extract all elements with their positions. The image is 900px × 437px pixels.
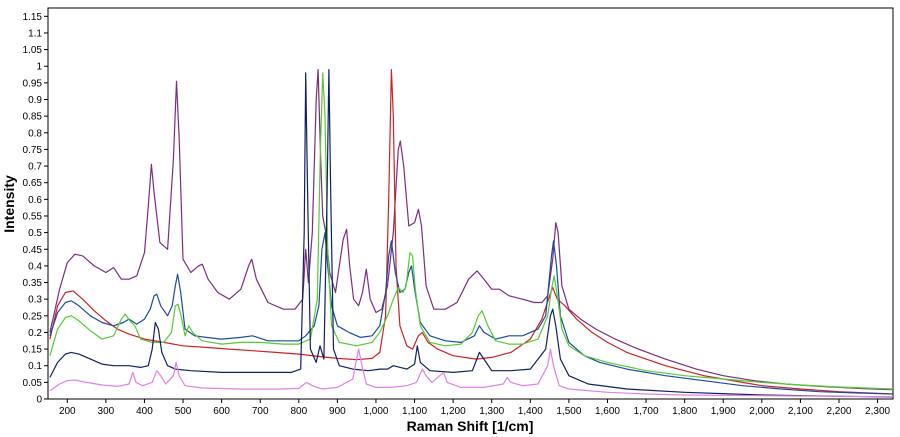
x-tick-label: 600 <box>213 406 230 417</box>
y-tick-label: 1 <box>36 62 42 73</box>
y-tick-label: 0.85 <box>23 112 43 123</box>
x-tick-label: 1,900 <box>711 406 736 417</box>
x-tick-label: 1,600 <box>595 406 620 417</box>
y-tick-label: 0.55 <box>23 211 43 222</box>
x-tick-label: 1,800 <box>672 406 697 417</box>
x-tick-label: 1,400 <box>518 406 543 417</box>
x-tick-label: 300 <box>98 406 115 417</box>
y-tick-label: 0.3 <box>28 295 42 306</box>
y-tick-label: 0.2 <box>28 328 42 339</box>
y-tick-label: 0.95 <box>23 78 43 89</box>
x-tick-label: 500 <box>175 406 192 417</box>
y-tick-label: 0.15 <box>23 345 43 356</box>
x-tick-label: 1,100 <box>402 406 427 417</box>
series-line-3 <box>49 232 894 395</box>
series-line-5 <box>49 68 894 398</box>
y-tick-label: 0.4 <box>28 261 42 272</box>
x-tick-label: 1,200 <box>441 406 466 417</box>
x-axis-title: Raman Shift [1/cm] <box>407 418 534 434</box>
y-tick-label: 0.05 <box>23 378 43 389</box>
x-tick-label: 1,500 <box>556 406 581 417</box>
y-tick-label: 0.6 <box>28 195 42 206</box>
x-tick-label: 1,300 <box>479 406 504 417</box>
x-tick-label: 2,300 <box>865 406 890 417</box>
y-tick-label: 0.45 <box>23 245 43 256</box>
y-tick-label: 0.9 <box>28 95 42 106</box>
y-tick-label: 1.15 <box>23 12 43 23</box>
y-tick-label: 0.5 <box>28 228 42 239</box>
x-tick-label: 200 <box>59 406 76 417</box>
x-tick-label: 800 <box>290 406 307 417</box>
series-line-2 <box>49 68 894 395</box>
x-tick-label: 1,000 <box>363 406 388 417</box>
series-line-4 <box>49 72 894 390</box>
series-layer <box>49 68 894 398</box>
y-tick-label: 1.1 <box>28 28 42 39</box>
y-tick-label: 0.7 <box>28 162 42 173</box>
y-tick-label: 0.8 <box>28 128 42 139</box>
y-tick-label: 0.75 <box>23 145 43 156</box>
plot-background <box>47 7 894 400</box>
x-tick-label: 2,000 <box>749 406 774 417</box>
series-line-1 <box>49 68 894 391</box>
y-tick-label: 0.25 <box>23 311 43 322</box>
y-tick-label: 0.1 <box>28 361 42 372</box>
y-tick-label: 0 <box>36 395 42 406</box>
x-tick-label: 900 <box>329 406 346 417</box>
x-tick-label: 400 <box>136 406 153 417</box>
x-tick-label: 700 <box>252 406 269 417</box>
x-tick-label: 2,100 <box>788 406 813 417</box>
x-tick-label: 2,200 <box>826 406 851 417</box>
series-line-6 <box>49 348 894 398</box>
y-tick-label: 0.35 <box>23 278 43 289</box>
y-tick-label: 1.05 <box>23 45 43 56</box>
x-tick-label: 1,700 <box>634 406 659 417</box>
x-axis-ticks: 200 300 400 500 600 700 800 900 1,000 1,100 1,200 1… <box>59 399 891 417</box>
y-axis-ticks: 0 0.05 0.1 0.15 0.2 0.25 0.3 0.35 0.4 0.45 0.5 0.55… <box>23 12 48 406</box>
y-axis-title: Intensity <box>1 175 17 233</box>
y-tick-label: 0.65 <box>23 178 43 189</box>
